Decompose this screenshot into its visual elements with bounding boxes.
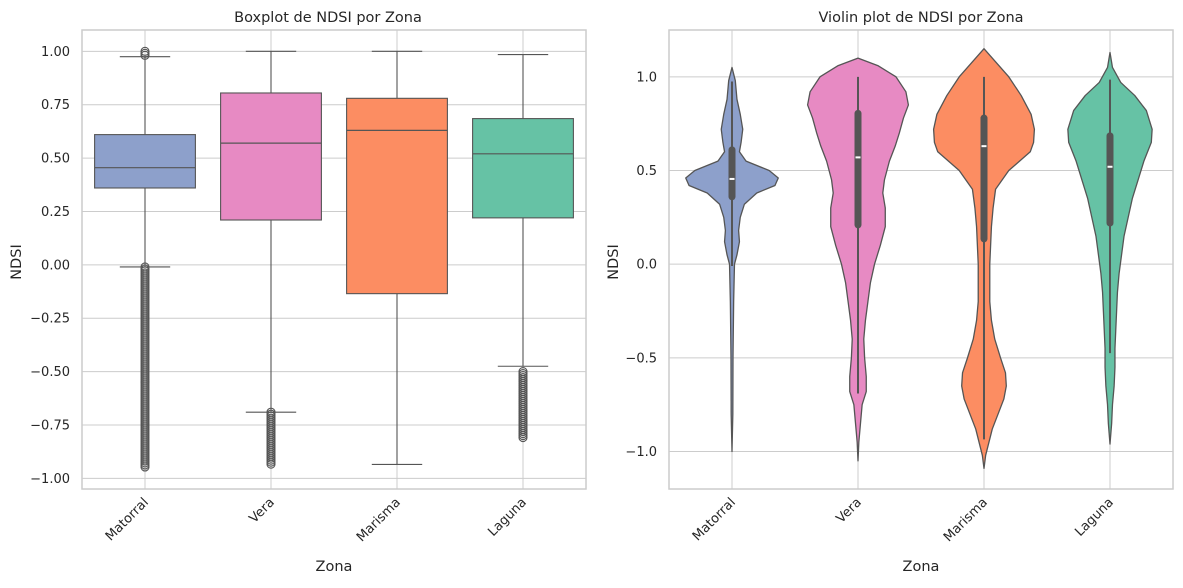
violin-xlabel: Zona (903, 559, 940, 575)
box-matorral (94, 134, 196, 189)
y-tick-label: −0.75 (30, 418, 70, 433)
y-tick-label: 1.0 (636, 70, 657, 85)
violin-title: Violin plot de NDSI por Zona (818, 10, 1023, 26)
y-tick-label: 0.50 (41, 152, 70, 167)
x-tick-label: Marisma (354, 495, 404, 545)
boxplot-xlabel: Zona (316, 559, 353, 575)
boxplot-title: Boxplot de NDSI por Zona (234, 10, 422, 26)
x-tick-label: Vera (834, 495, 865, 526)
y-tick-label: −0.25 (30, 312, 70, 327)
box-marisma (346, 97, 448, 295)
y-tick-label: 0.25 (41, 205, 70, 220)
y-tick-label: 1.00 (41, 45, 70, 60)
plot-frame (668, 29, 1174, 490)
y-tick-label: −1.0 (625, 445, 657, 460)
x-tick-label: Vera (247, 495, 278, 526)
y-tick-label: −1.00 (30, 472, 70, 487)
x-tick-label: Laguna (485, 495, 529, 539)
boxplot-panel: Boxplot de NDSI por Zona Zona NDSI 1.00 0… (9, 10, 587, 575)
y-tick-label: −0.50 (30, 365, 70, 380)
y-tick-label: 0.00 (41, 258, 70, 273)
violin-ylabel: NDSI (606, 244, 622, 280)
outlier-point (140, 50, 150, 60)
y-tick-label: −0.5 (625, 351, 657, 366)
outlier-point (140, 462, 150, 472)
y-tick-label: 0.0 (636, 258, 657, 273)
x-tick-label: Laguna (1072, 495, 1116, 539)
x-tick-label: Matorral (690, 495, 739, 544)
y-tick-label: 0.75 (41, 98, 70, 113)
boxplot-ylabel: NDSI (9, 244, 25, 280)
outlier-point (518, 433, 528, 443)
plot-frame (81, 29, 587, 490)
x-tick-label: Marisma (941, 495, 991, 545)
y-tick-label: 0.5 (636, 164, 657, 179)
violin-panel: Violin plot de NDSI por Zona Zona NDSI 1… (606, 10, 1174, 575)
box-vera (220, 92, 322, 221)
x-tick-label: Matorral (103, 495, 152, 544)
box-laguna (472, 118, 574, 219)
outlier-point (266, 459, 276, 469)
